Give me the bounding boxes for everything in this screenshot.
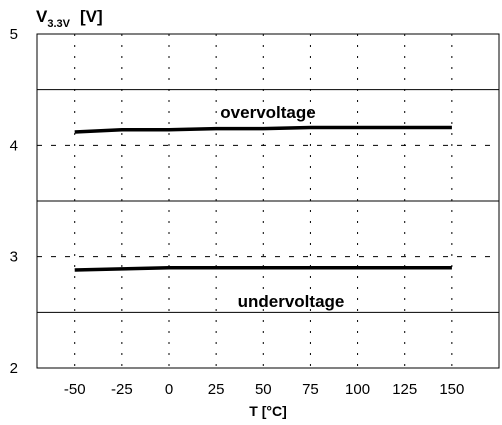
x-tick-label: -25: [111, 381, 133, 398]
grid: [37, 34, 499, 368]
y-tick-label: 5: [10, 26, 18, 43]
y-axis-label-unit: [V]: [80, 7, 103, 26]
y-tick-label: 3: [10, 249, 18, 266]
y-axis-label: V3.3V [V]: [36, 7, 103, 30]
x-tick-label: 100: [345, 381, 370, 398]
x-tick-label: -50: [64, 381, 86, 398]
x-tick-labels: -50 -25 0 25 50 75 100 125 150: [64, 381, 465, 398]
x-tick-label: 0: [165, 381, 173, 398]
x-tick-label: 25: [208, 381, 225, 398]
series-lines: [74, 125, 452, 272]
overvoltage-line: [74, 125, 452, 134]
x-tick-label: 125: [392, 381, 417, 398]
x-tick-label: 50: [255, 381, 272, 398]
overvoltage-label: overvoltage: [220, 103, 315, 122]
undervoltage-label: undervoltage: [238, 292, 345, 311]
y-axis-label-subscript: 3.3V: [47, 18, 70, 30]
y-axis-label-main: V: [36, 7, 48, 26]
undervoltage-line: [74, 266, 452, 272]
y-tick-label: 2: [10, 360, 18, 377]
y-tick-labels: 2 3 4 5: [10, 26, 18, 377]
x-tick-label: 150: [439, 381, 464, 398]
x-tick-label: 75: [302, 381, 319, 398]
y-tick-label: 4: [10, 137, 18, 154]
x-axis-label: T [°C]: [249, 403, 286, 419]
